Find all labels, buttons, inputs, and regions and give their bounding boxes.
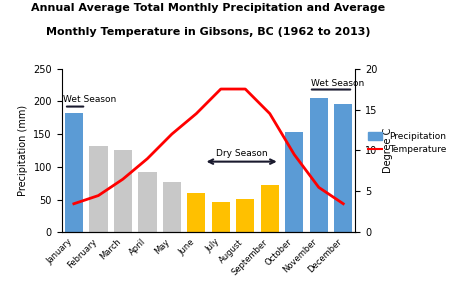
- Text: Wet Season: Wet Season: [63, 95, 116, 104]
- Text: Annual Average Total Monthly Precipitation and Average: Annual Average Total Monthly Precipitati…: [31, 3, 386, 13]
- Bar: [89, 146, 108, 232]
- Bar: [261, 184, 279, 232]
- Y-axis label: Degree C: Degree C: [383, 128, 393, 173]
- Bar: [236, 199, 255, 232]
- Bar: [211, 202, 230, 232]
- Y-axis label: Precipitation (mm): Precipitation (mm): [18, 105, 27, 196]
- Bar: [114, 150, 132, 232]
- Bar: [187, 193, 206, 232]
- Legend: Precipitation, Temperature: Precipitation, Temperature: [365, 128, 450, 158]
- Text: Wet Season: Wet Season: [311, 79, 365, 88]
- Bar: [64, 113, 83, 232]
- Text: Monthly Temperature in Gibsons, BC (1962 to 2013): Monthly Temperature in Gibsons, BC (1962…: [46, 27, 371, 37]
- Text: Dry Season: Dry Season: [216, 149, 267, 158]
- Bar: [310, 98, 328, 232]
- Bar: [334, 104, 353, 232]
- Bar: [138, 172, 156, 232]
- Bar: [163, 182, 181, 232]
- Bar: [285, 132, 303, 232]
